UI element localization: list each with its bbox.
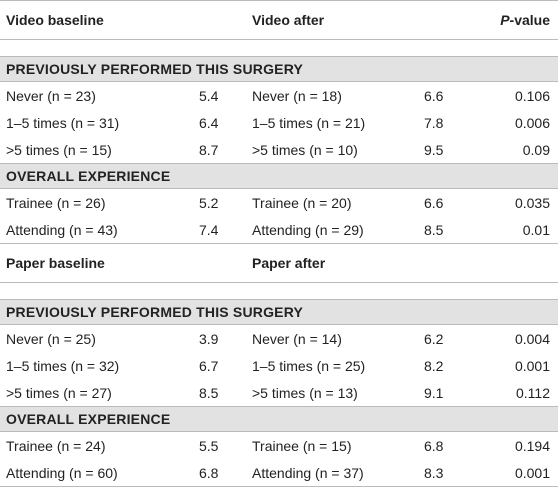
table-cell: 7.8	[424, 114, 444, 131]
table-cell: Attending (n = 43)	[6, 221, 118, 238]
table-cell: Attending (n = 60)	[6, 464, 118, 481]
table-cell: 8.3	[424, 464, 444, 481]
table-cell: 6.8	[199, 464, 219, 481]
table-row: Attending (n = 60) 6.8 Attending (n = 37) 8…	[0, 459, 558, 487]
table-cell: 8.5	[199, 384, 219, 401]
table-cell: Never (n = 25)	[6, 330, 96, 347]
table-cell: Never (n = 23)	[6, 87, 96, 104]
table-cell: 1–5 times (n = 31)	[6, 114, 120, 131]
spacer	[0, 283, 558, 299]
table-cell: 6.6	[424, 194, 444, 211]
column-header-text: Paper baseline	[6, 255, 105, 271]
table-cell: 0.09	[522, 141, 550, 158]
group-title: PREVIOUSLY PERFORMED THIS SURGERY	[0, 56, 558, 82]
table-cell: 7.4	[199, 221, 219, 238]
table-cell: >5 times (n = 13)	[252, 384, 358, 401]
group-title: OVERALL EXPERIENCE	[0, 406, 558, 432]
table-cell: Trainee (n = 24)	[6, 437, 106, 454]
table-row: >5 times (n = 27) 8.5 >5 times (n = 13) 9.1…	[0, 379, 558, 406]
table-cell: Never (n = 18)	[252, 87, 342, 104]
table-cell: 0.194	[514, 437, 550, 454]
section-header: Video baseline Video after P-value	[0, 0, 558, 40]
table-row: Never (n = 23) 5.4 Never (n = 18) 6.6 0.106	[0, 82, 558, 109]
table-row: >5 times (n = 15) 8.7 >5 times (n = 10) 9.5…	[0, 136, 558, 163]
table-cell: 1–5 times (n = 32)	[6, 357, 120, 374]
table-cell: >5 times (n = 15)	[6, 141, 112, 158]
table-cell: Trainee (n = 20)	[252, 194, 352, 211]
group-title: OVERALL EXPERIENCE	[0, 163, 558, 189]
table-row: Attending (n = 43) 7.4 Attending (n = 29) 8…	[0, 216, 558, 243]
table-cell: >5 times (n = 27)	[6, 384, 112, 401]
table-cell: 0.001	[514, 464, 550, 481]
table-cell: 5.4	[199, 87, 219, 104]
column-header: Paper baseline	[0, 255, 199, 271]
table-cell: 3.9	[199, 330, 219, 347]
column-header-text: Paper after	[252, 255, 326, 271]
table-row: 1–5 times (n = 32) 6.7 1–5 times (n = 25) 8…	[0, 352, 558, 379]
table-cell: 6.8	[424, 437, 444, 454]
table-cell: 9.5	[424, 141, 444, 158]
column-header: Video baseline	[0, 12, 199, 28]
column-header-text: P-value	[500, 12, 550, 28]
spacer	[0, 40, 558, 56]
column-header-text: Video after	[252, 12, 325, 28]
column-header-text: Video baseline	[6, 12, 104, 28]
table-cell: Trainee (n = 26)	[6, 194, 106, 211]
table-cell: 5.5	[199, 437, 219, 454]
table-row: 1–5 times (n = 31) 6.4 1–5 times (n = 21) 7…	[0, 109, 558, 136]
table-cell: 1–5 times (n = 21)	[252, 114, 366, 131]
table-cell: Attending (n = 37)	[252, 464, 364, 481]
section-header: Paper baseline Paper after	[0, 243, 558, 283]
table-cell: 0.01	[522, 221, 550, 238]
table-cell: 0.106	[514, 87, 550, 104]
table-cell: 5.2	[199, 194, 219, 211]
table-cell: >5 times (n = 10)	[252, 141, 358, 158]
table-cell: Trainee (n = 15)	[252, 437, 352, 454]
table-cell: 0.006	[514, 114, 550, 131]
table-cell: 6.2	[424, 330, 444, 347]
column-header: Paper after	[252, 255, 424, 271]
table-cell: 8.7	[199, 141, 219, 158]
table-cell: 8.2	[424, 357, 444, 374]
column-header: P-value	[424, 12, 558, 28]
table-cell: 8.5	[424, 221, 444, 238]
table-cell: Never (n = 14)	[252, 330, 342, 347]
table-row: Trainee (n = 26) 5.2 Trainee (n = 20) 6.6 0.…	[0, 189, 558, 216]
table-row: Trainee (n = 24) 5.5 Trainee (n = 15) 6.8 0.…	[0, 432, 558, 459]
column-header: Video after	[252, 12, 424, 28]
table: Video baseline Video after P-value PREVIOUS…	[0, 0, 558, 487]
group-title: PREVIOUSLY PERFORMED THIS SURGERY	[0, 299, 558, 325]
table-cell: 0.112	[516, 384, 550, 401]
table-cell: 1–5 times (n = 25)	[252, 357, 366, 374]
table-cell: 0.035	[514, 194, 550, 211]
table-cell: 9.1	[424, 384, 444, 401]
table-cell: 6.6	[424, 87, 444, 104]
table-cell: 0.001	[514, 357, 550, 374]
table-row: Never (n = 25) 3.9 Never (n = 14) 6.2 0.004	[0, 325, 558, 352]
table-cell: Attending (n = 29)	[252, 221, 364, 238]
table-cell: 6.7	[199, 357, 219, 374]
table-cell: 0.004	[514, 330, 550, 347]
table-cell: 6.4	[199, 114, 219, 131]
